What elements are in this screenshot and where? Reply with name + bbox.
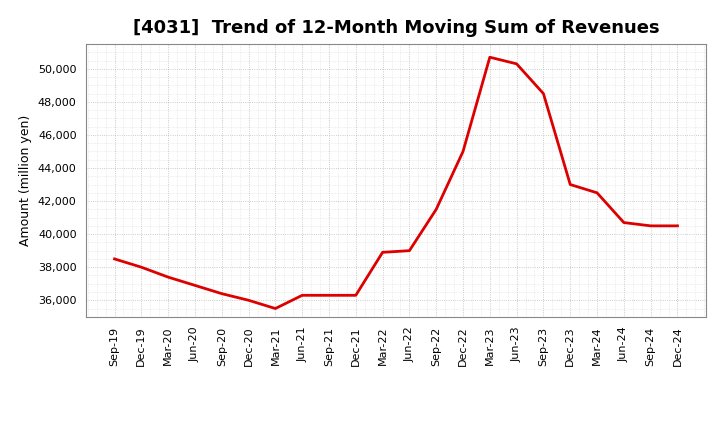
Y-axis label: Amount (million yen): Amount (million yen) (19, 115, 32, 246)
Title: [4031]  Trend of 12-Month Moving Sum of Revenues: [4031] Trend of 12-Month Moving Sum of R… (132, 19, 660, 37)
